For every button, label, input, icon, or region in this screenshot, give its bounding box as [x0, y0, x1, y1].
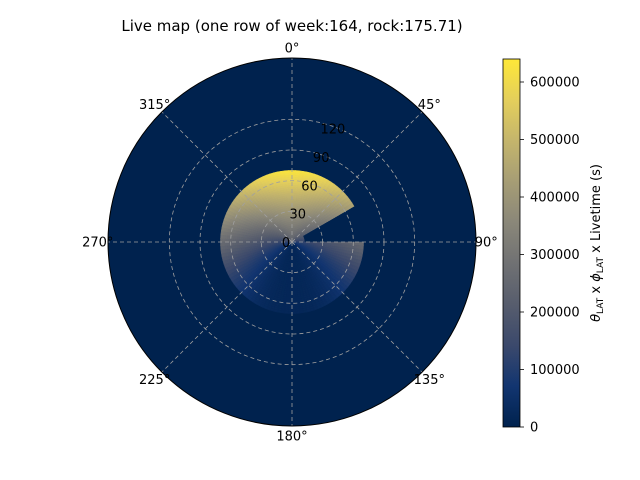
heatmap-cell [280, 310, 286, 314]
angle-tick-label: 0° [285, 41, 300, 56]
colorbar-label-subscript: LAT [596, 257, 606, 274]
heatmap-cell [220, 252, 225, 258]
heatmap-cell [298, 310, 304, 314]
colorbar-label-part: θ [589, 314, 604, 322]
colorbar-label-part: x Livetime (s) [589, 164, 604, 257]
radial-tick-label: 120 [321, 123, 346, 138]
colorbar-tick-label: 400000 [530, 191, 580, 206]
colorbar-label-part: x [589, 282, 604, 298]
colorbar-tick-label: 500000 [530, 133, 580, 148]
angle-tick-label: 135° [414, 373, 445, 388]
radial-tick-label: 30 [289, 208, 306, 223]
heatmap-cell [276, 170, 282, 175]
heatmap-cell [220, 248, 224, 254]
colorbar-tick-label: 300000 [530, 248, 580, 263]
heatmap-cell [349, 202, 355, 208]
angle-tick-label: 270° [82, 236, 113, 251]
radial-tick-label: 90 [313, 151, 330, 166]
colorbar-ticks: 0 100000 200000 300000 400000 500000 600000 [520, 76, 580, 436]
heatmap-cell [291, 311, 297, 314]
heatmap-cell [220, 234, 224, 239]
polar-axes: 0° 45° 90° 135° 180° 225° 270° 315° 0 30 60 90 120 [82, 41, 498, 444]
colorbar-bar [502, 58, 521, 428]
heatmap-cell [302, 309, 308, 314]
angle-tick-label: 180° [276, 430, 307, 445]
heatmap-cell [287, 170, 293, 173]
angle-tick-label: 225° [139, 373, 170, 388]
colorbar-label: θLAT x ϕLAT x Livetime (s) [589, 164, 606, 322]
chart-title: Live map (one row of week:164, rock:175.… [121, 17, 462, 35]
colorbar-tick-label: 100000 [530, 363, 580, 378]
heatmap-cell [220, 241, 223, 247]
colorbar-tick-label: 0 [530, 421, 538, 436]
angle-tick-label: 315° [139, 98, 170, 113]
colorbar-tick-label: 200000 [530, 306, 580, 321]
radial-tick-label: 0 [282, 236, 290, 251]
radial-tick-label: 60 [301, 179, 318, 194]
heatmap-cell [361, 241, 364, 247]
heatmap-cell [220, 237, 223, 243]
heatmap-cell [360, 245, 364, 250]
heatmap-cell [220, 230, 224, 236]
heatmap-cell [220, 245, 224, 250]
colorbar-tick-label: 600000 [530, 76, 580, 91]
heatmap-cell [295, 170, 300, 174]
colorbar-label-subscript: LAT [596, 297, 606, 314]
angle-tick-label: 90° [475, 236, 498, 251]
heatmap-cell [287, 311, 293, 314]
polar-grid [108, 58, 476, 426]
heatmap-cell [298, 170, 304, 174]
heatmap-cell [360, 248, 364, 254]
heatmap-cell [291, 170, 297, 173]
heatmap-cell [284, 170, 289, 174]
heatmap-cell [280, 170, 286, 174]
angle-tick-label: 45° [418, 98, 441, 113]
heatmap-cell [295, 310, 300, 314]
heatmap-cell [284, 310, 289, 314]
